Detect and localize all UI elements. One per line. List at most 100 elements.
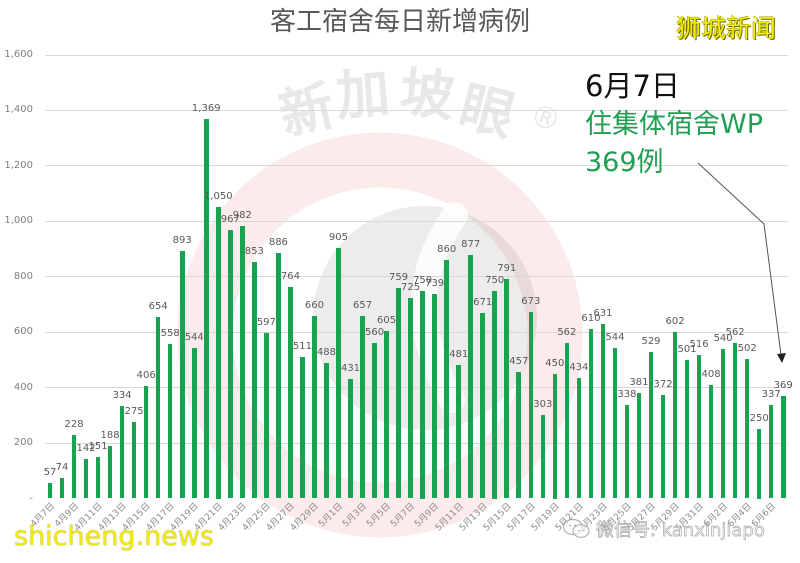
bar <box>276 252 281 499</box>
bar-value-label: 450 <box>545 357 565 369</box>
bar-value-label: 408 <box>701 369 721 381</box>
bar-value-label: 562 <box>725 326 745 338</box>
bar-value-label: 860 <box>437 244 457 256</box>
bar-value-label: 660 <box>304 299 324 311</box>
bar-value-label: 602 <box>665 315 685 327</box>
bar-value-label: 501 <box>677 343 697 355</box>
annotation-value: 369例 <box>585 147 664 178</box>
bar <box>264 333 269 499</box>
bar-value-label: 431 <box>340 363 361 375</box>
bar <box>300 356 305 499</box>
bar <box>660 395 666 499</box>
bar-value-label: 250 <box>749 413 769 425</box>
y-axis-tick-label: 1,400 <box>4 104 33 116</box>
bar-value-label: 853 <box>244 246 264 258</box>
bar-value-label: 529 <box>641 335 661 347</box>
bar <box>372 343 377 499</box>
bar <box>336 247 341 499</box>
bar-value-label: 338 <box>617 388 637 400</box>
bar <box>696 355 702 499</box>
bar <box>684 359 690 499</box>
bar-value-label: 502 <box>737 343 757 355</box>
bar <box>191 347 197 499</box>
gridline <box>45 387 788 389</box>
bar <box>528 311 534 499</box>
bar-value-label: 544 <box>605 331 625 343</box>
bar-value-label: 967 <box>220 214 240 226</box>
bar <box>95 456 101 499</box>
bar <box>612 347 618 499</box>
bar-value-label: 673 <box>521 295 541 307</box>
bar-value-label: 303 <box>533 398 553 410</box>
bar <box>155 317 161 499</box>
bar-value-label: 1,369 <box>191 103 221 115</box>
wechat-watermark: 微信号: kanxinjiapo <box>562 516 765 542</box>
bar-value-label: 791 <box>497 263 517 275</box>
bar <box>167 343 173 499</box>
bar-value-label: 893 <box>172 234 192 246</box>
y-axis-tick-label: 400 <box>13 381 33 393</box>
bar <box>131 422 137 499</box>
bar-value-label: 74 <box>55 461 69 473</box>
gridline <box>45 220 788 222</box>
bar-value-label: 511 <box>292 340 312 352</box>
bar-value-label: 610 <box>581 313 601 325</box>
bar-value-label: 457 <box>509 355 529 367</box>
y-axis-tick-label: 1,000 <box>4 215 33 227</box>
bar <box>504 279 510 499</box>
bar-value-label: 434 <box>569 362 589 374</box>
y-axis-tick-label: 1,600 <box>4 49 33 60</box>
bar-value-label: 540 <box>713 332 733 344</box>
bar <box>564 342 570 499</box>
bar-value-label: 544 <box>184 331 204 343</box>
bar <box>444 260 449 499</box>
bar <box>468 255 473 499</box>
bar <box>252 262 257 499</box>
bar <box>324 363 329 499</box>
bar <box>143 385 149 499</box>
y-axis-tick-label: 600 <box>13 326 33 338</box>
bar <box>360 316 365 499</box>
gridline <box>45 109 788 111</box>
bar <box>240 226 245 499</box>
bar <box>636 392 642 499</box>
bar <box>480 312 485 499</box>
bar <box>456 365 461 499</box>
bar-value-label: 57 <box>43 466 57 478</box>
y-axis-tick-label: 200 <box>13 437 33 449</box>
bar <box>600 323 606 499</box>
bar-value-label: 654 <box>148 301 168 313</box>
bar-value-label: 188 <box>100 430 120 442</box>
bar-value-label: 372 <box>653 379 673 391</box>
annotation-label: 住集体宿舍WP <box>585 109 763 140</box>
gridline <box>45 442 788 444</box>
bar <box>215 207 221 499</box>
bar <box>59 477 65 499</box>
bar-value-label: 886 <box>268 236 288 248</box>
bar <box>756 429 762 499</box>
gridline <box>45 276 788 278</box>
y-axis-tick-label: 1,200 <box>4 159 33 171</box>
bar-value-label: 605 <box>377 314 397 326</box>
bar-value-label: 671 <box>473 296 493 308</box>
bar-value-label: 142 <box>76 443 96 455</box>
bar-value-label: 905 <box>328 231 349 243</box>
bar <box>732 342 738 499</box>
bar-value-label: 381 <box>629 376 649 388</box>
y-axis-tick-label: - <box>29 492 33 504</box>
bar <box>107 446 113 499</box>
bar <box>720 348 726 499</box>
gridline <box>45 331 788 333</box>
bar <box>203 119 209 499</box>
annotation-date: 6月7日 <box>585 69 680 103</box>
bar-value-label: 337 <box>761 389 781 401</box>
wechat-icon <box>562 518 590 538</box>
bar <box>71 435 77 499</box>
wechat-id-text: 微信号: kanxinjiapo <box>596 520 766 542</box>
bar-value-label: 725 <box>401 281 421 293</box>
bar-value-label: 750 <box>413 274 433 286</box>
bar <box>768 405 774 499</box>
bar-value-label: 982 <box>232 210 252 222</box>
